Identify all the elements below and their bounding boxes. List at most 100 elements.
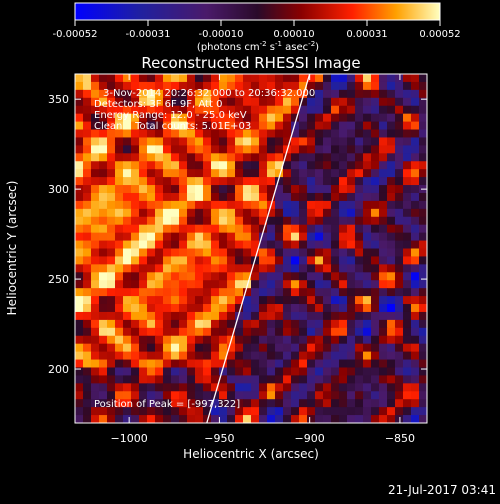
heatmap-cell — [163, 335, 172, 345]
heatmap-cell — [139, 335, 148, 345]
heatmap-cell — [395, 113, 404, 123]
heatmap-cell — [227, 327, 236, 337]
heatmap-cell — [419, 224, 427, 234]
heatmap-cell — [419, 296, 427, 305]
heatmap-cell — [171, 399, 180, 408]
heatmap-cell — [139, 137, 148, 146]
heatmap-cell — [203, 304, 212, 313]
heatmap-cell — [419, 311, 427, 321]
heatmap-cell — [75, 359, 84, 368]
heatmap-cell — [259, 200, 268, 210]
heatmap-cell — [251, 296, 260, 305]
heatmap-cell — [171, 240, 180, 249]
heatmap-cell — [195, 391, 204, 400]
heatmap-cell — [227, 304, 236, 313]
heatmap-cell — [123, 319, 132, 329]
heatmap-cell — [123, 351, 132, 361]
heatmap-cell — [267, 208, 276, 218]
heatmap-cell — [147, 248, 156, 257]
heatmap-cell — [323, 145, 332, 154]
heatmap-cell — [363, 105, 372, 115]
heatmap-cell — [139, 248, 148, 257]
heatmap-cell — [339, 153, 348, 162]
heatmap-cell — [339, 74, 348, 83]
heatmap-cell — [155, 280, 164, 289]
heatmap-cell — [267, 296, 276, 305]
heatmap-cell — [147, 224, 156, 234]
heatmap-cell — [371, 383, 380, 392]
heatmap-cell — [155, 97, 164, 107]
heatmap-cell — [283, 153, 292, 162]
heatmap-cell — [139, 89, 148, 99]
heatmap-cell — [363, 208, 372, 218]
heatmap-cell — [355, 161, 364, 170]
heatmap-cell — [235, 129, 244, 138]
heatmap-cell — [331, 200, 340, 210]
heatmap-cell — [299, 232, 308, 242]
heatmap-cell — [299, 335, 308, 345]
heatmap-cell — [83, 327, 92, 337]
heatmap-cell — [187, 224, 196, 234]
heatmap-cell — [99, 319, 108, 329]
heatmap-cell — [299, 216, 308, 226]
heatmap-cell — [219, 407, 228, 416]
heatmap-cell — [163, 153, 172, 162]
heatmap-cell — [171, 367, 180, 376]
heatmap-cell — [227, 296, 236, 305]
heatmap-cell — [147, 161, 156, 170]
heatmap-cell — [307, 240, 316, 249]
heatmap-cell — [355, 240, 364, 249]
chart-title: Reconstructed RHESSI Image — [141, 54, 360, 72]
heatmap-cell — [283, 216, 292, 226]
heatmap-cell — [363, 224, 372, 234]
heatmap-cell — [411, 97, 420, 107]
heatmap-cell — [315, 153, 324, 162]
heatmap-cell — [323, 272, 332, 281]
heatmap-cell — [283, 304, 292, 313]
heatmap-cell — [187, 113, 196, 123]
heatmap-cell — [107, 200, 116, 210]
heatmap-cell — [347, 304, 356, 313]
heatmap-cell — [315, 113, 324, 123]
heatmap-cell — [403, 105, 412, 115]
heatmap-cell — [283, 319, 292, 329]
heatmap-cell — [299, 137, 308, 146]
heatmap-cell — [347, 74, 356, 83]
heatmap-cell — [179, 399, 188, 408]
heatmap-cell — [283, 343, 292, 353]
heatmap-cell — [251, 327, 260, 337]
heatmap-cell — [419, 256, 427, 265]
heatmap-cell — [291, 383, 300, 392]
heatmap-cell — [387, 296, 396, 305]
heatmap-cell — [155, 248, 164, 257]
heatmap-cell — [243, 311, 252, 321]
heatmap-cell — [403, 256, 412, 265]
heatmap-cell — [259, 129, 268, 138]
annotation-line: Detectors: 3F 6F 9F, Att 0 — [94, 99, 222, 110]
heatmap-cell — [387, 192, 396, 202]
heatmap-cell — [123, 89, 132, 99]
heatmap-cell — [171, 89, 180, 99]
heatmap-cell — [363, 97, 372, 107]
heatmap-cell — [259, 264, 268, 273]
heatmap-cell — [75, 415, 84, 423]
heatmap-cell — [83, 232, 92, 242]
heatmap-cell — [211, 121, 220, 131]
heatmap-cell — [163, 311, 172, 321]
heatmap-cell — [227, 343, 236, 353]
heatmap-cell — [331, 343, 340, 353]
heatmap-cell — [403, 319, 412, 329]
heatmap-cell — [243, 240, 252, 249]
heatmap-cell — [227, 192, 236, 202]
heatmap-cell — [163, 399, 172, 408]
heatmap-cell — [419, 169, 427, 178]
heatmap-cell — [171, 81, 180, 91]
heatmap-cell — [99, 288, 108, 297]
heatmap-cell — [291, 280, 300, 289]
heatmap-cell — [235, 375, 244, 384]
heatmap-cell — [195, 153, 204, 162]
heatmap-cell — [283, 121, 292, 131]
heatmap-cell — [339, 121, 348, 131]
heatmap-cell — [355, 272, 364, 281]
heatmap-cell — [355, 89, 364, 99]
